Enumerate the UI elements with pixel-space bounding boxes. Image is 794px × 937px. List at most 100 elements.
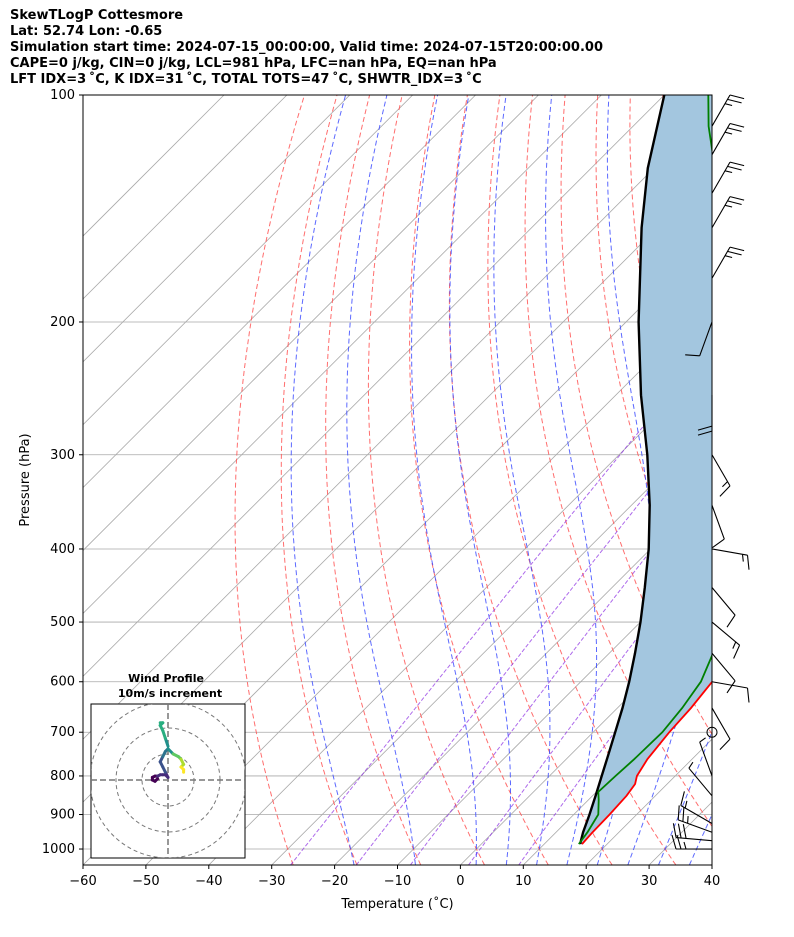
x-tick-label: −20 — [321, 874, 348, 889]
wind-barb — [688, 761, 713, 797]
x-tick-label: 20 — [578, 874, 595, 889]
isotherm-line — [208, 361, 712, 865]
wind-barbs — [671, 94, 750, 850]
wind-barb — [711, 94, 745, 127]
moist-adiabat — [658, 730, 712, 865]
y-tick-label: 700 — [50, 725, 75, 740]
isotherm-line — [711, 864, 712, 865]
temperature-line — [581, 679, 712, 845]
isotherm-line — [83, 95, 225, 237]
moist-adiabat — [493, 95, 551, 865]
x-tick-label: −40 — [195, 874, 222, 889]
isotherm-line — [83, 109, 712, 740]
cin-shading — [580, 95, 712, 845]
dry-adiabat — [367, 95, 485, 865]
isotherm-line — [83, 95, 665, 677]
y-axis-label: Pressure (hPa) — [18, 433, 33, 526]
moist-adiabat — [346, 95, 416, 865]
title-line-times: Simulation start time: 2024-07-15_00:00:… — [10, 40, 603, 55]
moist-adiabat — [290, 95, 355, 865]
moist-adiabat — [627, 95, 712, 865]
sounding-profiles — [578, 95, 712, 845]
chart-header: SkewTLogP Cottesmore Lat: 52.74 Lon: -0.… — [10, 8, 603, 88]
moist-adiabat — [752, 95, 794, 865]
moist-adiabat — [411, 95, 477, 865]
wind-barb — [711, 621, 741, 659]
isotherm-line — [83, 95, 539, 552]
moist-adiabat — [545, 95, 598, 865]
isotherm-line — [83, 95, 413, 426]
hodograph-inset: Wind Profile 10m/s increment — [90, 672, 246, 859]
moist-adiabat — [720, 95, 794, 865]
dry-adiabat — [234, 95, 305, 865]
hodograph-plot — [91, 704, 245, 858]
isotherm-line — [83, 95, 476, 489]
wind-barb — [711, 652, 736, 694]
mixing-ratio-line — [290, 341, 712, 865]
wind-barb — [685, 321, 713, 357]
dry-adiabat — [280, 95, 358, 865]
wind-barb — [711, 505, 725, 549]
wind-barb — [680, 791, 713, 824]
dry-adiabat — [524, 95, 712, 828]
wind-barb — [711, 454, 731, 497]
hodograph-subtitle: 10m/s increment — [118, 687, 222, 700]
isotherm-line — [271, 424, 712, 865]
wind-barb — [711, 246, 745, 279]
isotherm-line — [334, 487, 712, 865]
wind-barb — [711, 122, 745, 155]
x-tick-label: 10 — [515, 874, 532, 889]
dry-adiabat — [325, 95, 422, 865]
x-tick-label: 0 — [456, 874, 464, 889]
wind-barb — [711, 587, 736, 628]
title-line-location: Lat: 52.74 Lon: -0.65 — [10, 24, 163, 39]
isotherm-line — [83, 95, 351, 363]
y-tick-label: 400 — [50, 542, 75, 557]
wind-barb — [697, 395, 713, 436]
x-tick-label: −60 — [69, 874, 96, 889]
isotherm-line — [145, 298, 712, 865]
wind-barb — [677, 805, 713, 833]
x-tick-label: −10 — [384, 874, 411, 889]
y-tick-label: 100 — [50, 88, 75, 103]
wind-barb-calm — [706, 726, 718, 738]
x-tick-label: 30 — [641, 874, 658, 889]
y-tick-label: 1000 — [42, 842, 75, 857]
y-tick-label: 200 — [50, 315, 75, 330]
parcel-profile-line — [578, 95, 666, 845]
isotherm-line — [460, 612, 712, 865]
wind-barb — [711, 681, 750, 703]
wind-barb — [699, 737, 713, 777]
dry-adiabat — [409, 95, 549, 865]
mixing-ratio-line — [409, 471, 712, 865]
x-tick-label: −30 — [258, 874, 285, 889]
y-tick-label: 600 — [50, 675, 75, 690]
y-tick-label: 900 — [50, 808, 75, 823]
isotherm-line — [397, 549, 712, 865]
mixing-ratio-line — [355, 411, 712, 865]
title-line-cape: CAPE=0 j/kg, CIN=0 j/kg, LCL=981 hPa, LF… — [10, 56, 497, 71]
y-tick-label: 500 — [50, 615, 75, 630]
moist-adiabat — [449, 95, 511, 865]
dry-adiabat — [761, 95, 794, 865]
wind-barb — [671, 834, 713, 850]
hodograph-title: Wind Profile — [128, 672, 204, 685]
x-axis-label: Temperature (˚C) — [340, 896, 453, 912]
wind-barb — [711, 196, 745, 229]
y-tick-label: 800 — [50, 769, 75, 784]
dry-adiabat — [595, 95, 712, 639]
isotherm-line — [83, 95, 288, 300]
title-line-station: SkewTLogP Cottesmore — [10, 8, 184, 23]
wind-barb — [711, 548, 750, 570]
dewpoint-line — [578, 95, 712, 845]
isotherm-line — [83, 95, 602, 614]
wind-barb — [672, 823, 713, 842]
wind-barb — [711, 161, 745, 194]
wind-barb — [711, 707, 731, 750]
x-tick-label: 40 — [704, 874, 721, 889]
dry-adiabat — [487, 95, 677, 865]
dry-adiabat — [728, 95, 794, 865]
mixing-ratio-line — [468, 538, 712, 865]
